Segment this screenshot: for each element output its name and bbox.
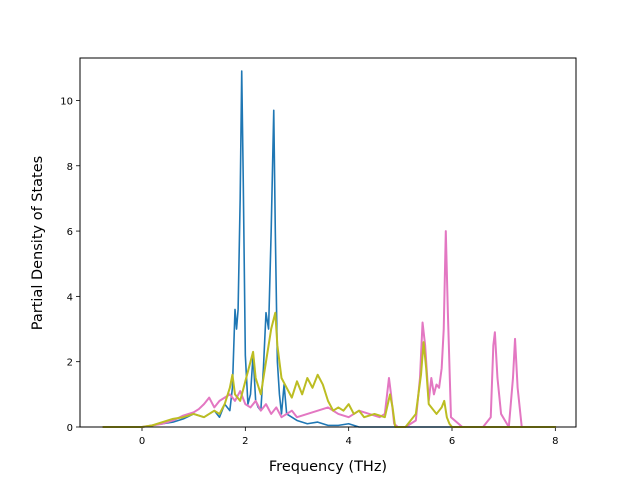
x-tick-label: 4 bbox=[345, 436, 351, 447]
y-tick-label: 0 bbox=[67, 423, 73, 434]
x-tick-label: 2 bbox=[242, 436, 248, 447]
y-tick-label: 4 bbox=[67, 292, 73, 303]
y-tick-label: 8 bbox=[67, 162, 73, 173]
x-axis-ticks: 0 2 4 6 8 bbox=[139, 427, 559, 447]
y-tick-label: 10 bbox=[60, 96, 73, 107]
x-tick-label: 0 bbox=[139, 436, 145, 447]
y-axis-ticks: 0 2 4 6 8 10 bbox=[60, 96, 80, 434]
plot-area-frame bbox=[79, 57, 577, 428]
series-line-1 bbox=[102, 70, 557, 428]
y-tick-label: 6 bbox=[67, 227, 73, 238]
series-line-2 bbox=[102, 230, 557, 428]
series-line-3 bbox=[102, 311, 557, 428]
x-tick-label: 8 bbox=[552, 436, 558, 447]
y-tick-label: 2 bbox=[67, 358, 73, 369]
x-axis-label: Frequency (THz) bbox=[269, 459, 387, 475]
x-tick-label: 6 bbox=[449, 436, 455, 447]
series-layer bbox=[102, 70, 557, 428]
y-axis-label: Partial Density of States bbox=[30, 156, 46, 330]
